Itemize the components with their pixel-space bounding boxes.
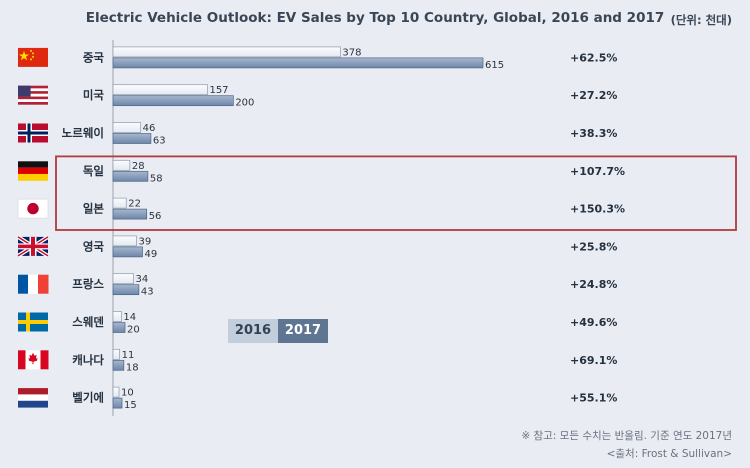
value-label-2017: 20 — [127, 325, 140, 336]
bar-2017 — [112, 208, 148, 220]
bar-2016 — [112, 348, 120, 360]
country-label: 스웨덴 — [72, 315, 104, 329]
growth-label: +62.5% — [570, 51, 617, 64]
country-label: 캐나다 — [72, 353, 104, 367]
chart-title: Electric Vehicle Outlook: EV Sales by To… — [85, 10, 665, 26]
country-label: 영국 — [83, 239, 105, 253]
legend-2016: 2016 — [228, 319, 278, 343]
bar-2017 — [112, 170, 149, 182]
growth-label: +150.3% — [570, 203, 625, 216]
growth-label: +24.8% — [570, 278, 617, 291]
highlight-box — [55, 155, 737, 231]
bar-2016 — [112, 197, 127, 209]
value-label-2017: 56 — [149, 211, 162, 222]
footnote: ※ 참고: 모든 수치는 반올림. 기준 연도 2017년 — [521, 430, 732, 442]
value-label-2017: 43 — [141, 287, 154, 298]
bar-2016 — [112, 311, 122, 322]
country-label: 노르웨이 — [62, 126, 104, 140]
bar-2016 — [112, 122, 142, 133]
value-label-2016: 10 — [121, 388, 134, 399]
belgium-flag — [18, 388, 48, 408]
bar-2017 — [112, 322, 126, 333]
bar-2017 — [112, 397, 123, 409]
japan-flag — [17, 198, 49, 219]
bar-2017 — [112, 57, 484, 69]
value-label-2017: 615 — [485, 60, 504, 71]
value-label-2017: 18 — [126, 362, 139, 373]
sweden-flag — [18, 312, 48, 332]
source-note: <출처: Frost & Sullivan> — [606, 448, 732, 460]
bar-2017 — [112, 359, 125, 371]
value-label-2016: 157 — [209, 85, 228, 96]
value-label-2017: 58 — [150, 173, 163, 184]
value-label-2017: 63 — [153, 136, 166, 147]
bar-2017 — [112, 246, 143, 258]
germany-flag — [18, 161, 48, 181]
country-label: 미국 — [83, 88, 105, 102]
growth-label: +38.3% — [570, 127, 617, 140]
country-label: 독일 — [83, 164, 104, 178]
country-label: 중국 — [83, 50, 105, 64]
canada-flag — [18, 350, 49, 370]
legend-2017: 2017 — [278, 319, 328, 343]
value-label-2016: 14 — [123, 312, 136, 323]
value-label-2016: 46 — [143, 123, 156, 134]
legend: 2016 2017 — [228, 319, 328, 343]
china-flag — [18, 47, 48, 67]
france-flag — [18, 274, 49, 294]
norway-flag — [18, 123, 48, 143]
country-label: 프랑스 — [72, 277, 104, 291]
country-label: 벨기에 — [72, 391, 104, 405]
value-label-2016: 39 — [138, 236, 151, 247]
growth-label: +27.2% — [570, 89, 617, 102]
bar-2016 — [112, 159, 131, 171]
unit-label: (단위: 천대) — [670, 13, 732, 27]
bar-2017 — [112, 284, 140, 296]
usa-flag — [18, 85, 48, 105]
bar-2016 — [112, 386, 120, 398]
value-label-2016: 22 — [128, 199, 141, 210]
bar-2016 — [112, 235, 137, 247]
growth-label: +69.1% — [570, 354, 617, 367]
country-label: 일본 — [83, 202, 105, 216]
value-label-2017: 200 — [235, 98, 254, 109]
value-label-2016: 34 — [135, 274, 148, 285]
bar-2017 — [112, 133, 152, 144]
value-label-2016: 378 — [342, 47, 361, 58]
growth-label: +107.7% — [570, 165, 625, 178]
value-label-2017: 49 — [144, 249, 157, 260]
growth-label: +55.1% — [570, 392, 617, 405]
growth-label: +25.8% — [570, 240, 617, 253]
value-label-2016: 28 — [132, 161, 145, 172]
uk-flag — [16, 235, 50, 258]
value-label-2016: 11 — [122, 350, 135, 361]
bar-2017 — [112, 95, 234, 107]
growth-label: +49.6% — [570, 316, 617, 329]
value-label-2017: 15 — [124, 400, 137, 411]
bar-2016 — [112, 46, 341, 58]
bar-2016 — [112, 273, 134, 285]
bar-2016 — [112, 84, 208, 96]
